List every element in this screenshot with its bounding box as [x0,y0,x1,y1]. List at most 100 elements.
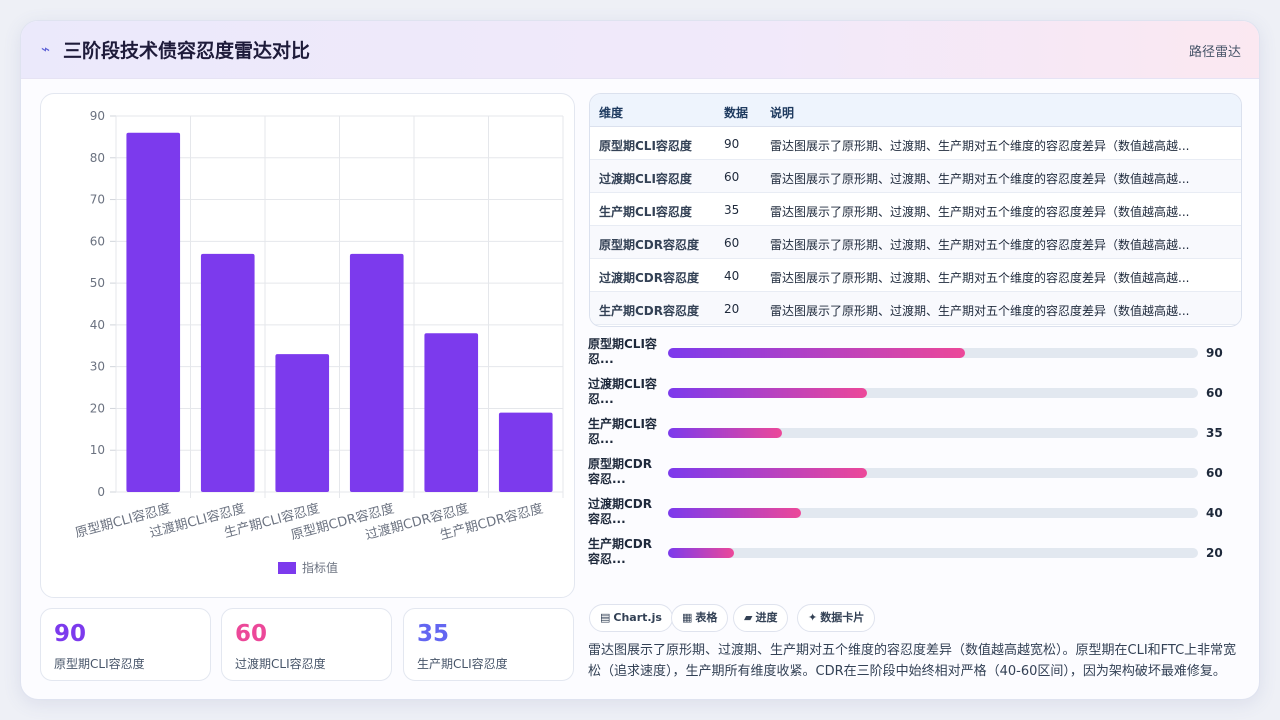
progress-value: 20 [1206,546,1223,560]
progress-label: 原型期CDR容忍... [588,457,653,486]
y-tick-label: 30 [90,360,105,374]
row-note: 雷达图展示了原形期、过渡期、生产期对五个维度的容忍度差异（数值越高越... [770,238,1190,252]
row-value: 60 [724,236,740,250]
progress-fill [668,508,801,518]
progress-value: 60 [1206,386,1223,400]
stat-label: 生产期CLI容忍度 [417,657,508,671]
stat-card-2: 60 过渡期CLI容忍度 [221,608,392,681]
progress-fill [668,428,782,438]
row-dimension: 原型期CDR容忍度 [599,238,700,252]
progress-label: 过渡期CLI容忍... [588,377,657,406]
progress-track [668,388,1198,398]
progress-row: 过渡期CLI容忍... 60 [588,377,1248,411]
chip-table[interactable]: ▦ 表格 [671,604,729,632]
column-header-note: 说明 [770,106,795,120]
header-bar: ⌁ 三阶段技术债容忍度雷达对比 路径雷达 [21,21,1259,79]
chip-progress[interactable]: ▰ 进度 [733,604,789,632]
chip-label: 表格 [695,611,718,624]
table-row: 过渡期CLI容忍度 60 雷达图展示了原形期、过渡期、生产期对五个维度的容忍度差异（… [590,160,1241,193]
table-icon: ▦ [682,611,693,624]
row-note: 雷达图展示了原形期、过渡期、生产期对五个维度的容忍度差异（数值越高越... [770,139,1190,153]
progress-track [668,348,1198,358]
chip-label: Chart.js [613,611,662,624]
row-value: 40 [724,269,740,283]
progress-label: 生产期CLI容忍... [588,417,657,446]
stat-label: 过渡期CLI容忍度 [235,657,326,671]
stat-card-3: 35 生产期CLI容忍度 [403,608,574,681]
y-tick-label: 0 [97,485,105,499]
data-table: 维度 数据 说明 原型期CLI容忍度 90 雷达图展示了原形期、过渡期、生产期对五个… [589,93,1242,327]
progress-icon: ▰ [744,611,753,624]
progress-row: 原型期CLI容忍... 90 [588,337,1248,371]
bar-chart: 0102030405060708090原型期CLI容忍度过渡期CLI容忍度生产期… [73,109,564,575]
progress-row: 生产期CDR容忍... 20 [588,537,1248,571]
progress-value: 35 [1206,426,1223,440]
path-radar-link[interactable]: 路径雷达 [1188,45,1241,60]
row-value: 90 [724,137,740,151]
progress-fill [668,548,735,558]
progress-fill [668,388,867,398]
stat-card-1: 90 原型期CLI容忍度 [40,608,211,681]
sparkle-icon: ✦ [808,611,818,624]
progress-value: 60 [1206,466,1223,480]
row-value: 60 [724,170,740,184]
column-header-value: 数据 [724,106,749,120]
progress-value: 40 [1206,506,1223,520]
y-tick-label: 70 [90,193,105,207]
bar-4 [349,253,404,492]
row-value: 20 [724,302,740,316]
y-tick-label: 10 [90,443,105,457]
bar-3 [275,354,330,492]
y-tick-label: 40 [90,318,105,332]
progress-row: 原型期CDR容忍... 60 [588,457,1248,491]
progress-track [668,508,1198,518]
y-tick-label: 50 [90,276,105,290]
table-row: 生产期CLI容忍度 35 雷达图展示了原形期、过渡期、生产期对五个维度的容忍度差异（… [590,193,1241,226]
progress-row: 过渡期CDR容忍... 40 [588,497,1248,531]
chart-icon: ▤ [600,611,611,624]
bar-2 [200,253,255,492]
bar-chart-panel: 0 10 20 30 40 50 60 70 80 90 原型期CLI容忍度 过渡期CLI容忍度 生产期… [40,93,575,598]
row-dimension: 生产期CDR容忍度 [599,304,700,318]
dashboard-card: ⌁ 三阶段技术债容忍度雷达对比 路径雷达 0 10 20 30 40 50 60 70 80 90… [20,20,1260,700]
y-tick-label: 90 [90,109,105,123]
legend-swatch [278,562,296,574]
page-title: 三阶段技术债容忍度雷达对比 [63,40,311,62]
table-header: 维度 数据 说明 [590,94,1241,127]
stat-value: 90 [54,621,87,647]
progress-track [668,468,1198,478]
progress-fill [668,348,965,358]
row-note: 雷达图展示了原形期、过渡期、生产期对五个维度的容忍度差异（数值越高越... [770,304,1190,318]
y-tick-label: 60 [90,234,105,248]
y-tick-label: 80 [90,151,105,165]
stat-label: 原型期CLI容忍度 [54,657,145,671]
chip-label: 数据卡片 [820,611,865,624]
table-row: 原型期CLI容忍度 90 雷达图展示了原形期、过渡期、生产期对五个维度的容忍度差异（… [590,127,1241,160]
legend-label: 指标值 [302,560,338,575]
column-header-dimension: 维度 [599,106,624,120]
row-note: 雷达图展示了原形期、过渡期、生产期对五个维度的容忍度差异（数值越高越... [770,172,1190,186]
row-dimension: 过渡期CLI容忍度 [599,172,692,186]
trend-icon: ⌁ [41,40,51,58]
y-tick-label: 20 [90,401,105,415]
stat-value: 35 [417,621,450,647]
row-dimension: 过渡期CDR容忍度 [599,271,700,285]
chart-description: 雷达图展示了原形期、过渡期、生产期对五个维度的容忍度差异（数值越高越宽松）。原型… [588,643,1237,679]
row-note: 雷达图展示了原形期、过渡期、生产期对五个维度的容忍度差异（数值越高越... [770,271,1190,285]
bar-1 [126,132,181,492]
progress-track [668,428,1198,438]
table-row: 生产期CDR容忍度 20 雷达图展示了原形期、过渡期、生产期对五个维度的容忍度差异（… [590,292,1241,325]
chip-chart[interactable]: ▤ Chart.js [589,604,673,632]
table-row: 原型期CDR容忍度 60 雷达图展示了原形期、过渡期、生产期对五个维度的容忍度差异（… [590,226,1241,259]
progress-row: 生产期CLI容忍... 35 [588,417,1248,451]
row-note: 雷达图展示了原形期、过渡期、生产期对五个维度的容忍度差异（数值越高越... [770,205,1190,219]
progress-label: 过渡期CDR容忍... [588,497,653,526]
progress-label: 原型期CLI容忍... [588,337,657,366]
row-dimension: 生产期CLI容忍度 [599,205,692,219]
bar-5 [424,333,479,492]
chip-label: 进度 [755,611,778,624]
stat-value: 60 [235,621,268,647]
chip-sparkle[interactable]: ✦ 数据卡片 [797,604,876,632]
progress-track [668,548,1198,558]
row-dimension: 原型期CLI容忍度 [599,139,692,153]
